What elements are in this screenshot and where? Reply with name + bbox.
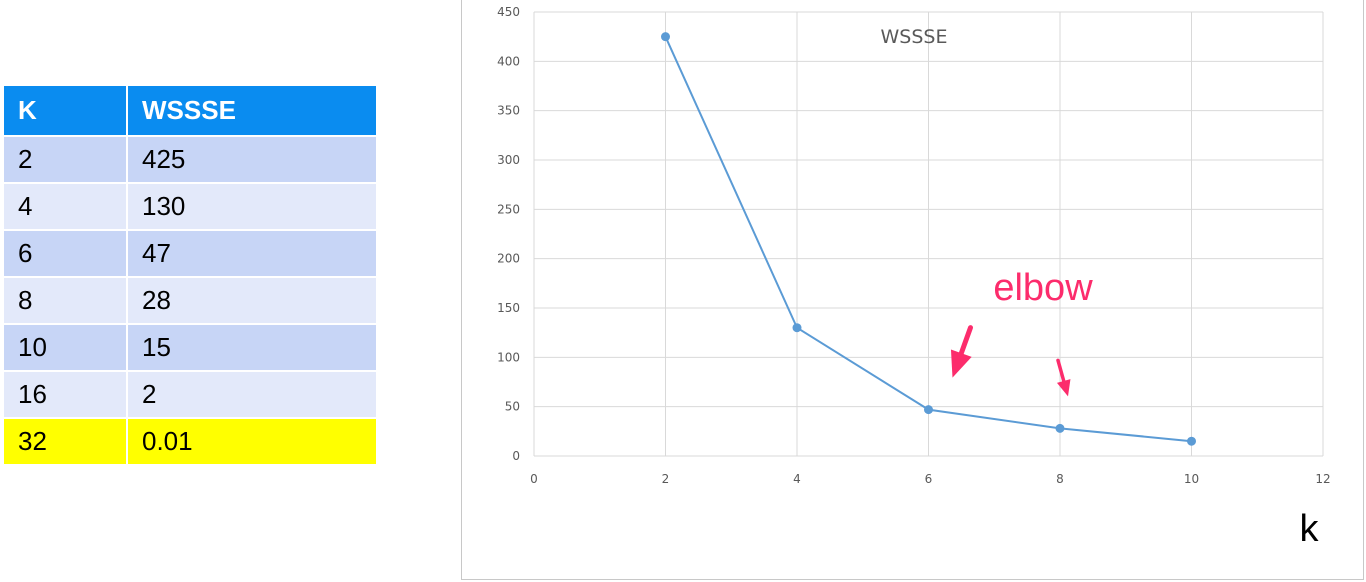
chart-title: WSSSE: [881, 26, 948, 48]
cell-wssse: 2: [126, 370, 378, 419]
table-row: 8 28: [2, 276, 378, 325]
table-row: 2 425: [2, 135, 378, 184]
table-header-row: K WSSSE: [2, 84, 378, 137]
x-tick-label: 0: [530, 472, 538, 486]
wssse-line-chart: 0 50 100 150 200 250 300 350 400 450 0 2 4 6 8 10 12 WSS…: [497, 5, 1331, 550]
tick-labels: 0 50 100 150 200 250 300 350 400 450 0 2 4 6 8 10 12: [497, 5, 1331, 486]
cell-k: 16: [2, 370, 128, 419]
annotation-arrow-shaft: [1056, 358, 1066, 383]
cell-wssse: 425: [126, 135, 378, 184]
x-axis-title: k: [1300, 508, 1320, 550]
cell-k: 32: [2, 417, 128, 466]
y-tick-label: 50: [505, 400, 520, 414]
data-point: [924, 405, 933, 415]
table-row: 10 15: [2, 323, 378, 372]
x-tick-label: 10: [1184, 472, 1199, 486]
cell-wssse: 130: [126, 182, 378, 231]
cell-wssse: 47: [126, 229, 378, 278]
elbow-annotation: elbow: [993, 267, 1093, 309]
table-row-highlighted: 32 0.01: [2, 417, 378, 466]
wssse-table: K WSSSE 2 425 4 130 6 47 8 28 10 15 16 2: [2, 84, 378, 466]
cell-k: 2: [2, 135, 128, 184]
annotation-arrow-shaft: [958, 325, 973, 356]
y-tick-label: 150: [497, 301, 520, 315]
cell-k: 4: [2, 182, 128, 231]
grid-lines: [533, 11, 1324, 457]
y-tick-label: 0: [512, 449, 520, 463]
y-tick-label: 250: [497, 202, 520, 216]
y-tick-label: 300: [497, 153, 520, 167]
y-tick-label: 400: [497, 54, 520, 68]
x-tick-label: 12: [1315, 472, 1330, 486]
y-tick-label: 100: [497, 350, 520, 364]
cell-wssse: 15: [126, 323, 378, 372]
data-point: [792, 323, 802, 333]
table-row: 6 47: [2, 229, 378, 278]
data-point: [1055, 423, 1065, 433]
table-row: 4 130: [2, 182, 378, 231]
table-row: 16 2: [2, 370, 378, 419]
header-k: K: [2, 84, 128, 137]
series-layer: [661, 32, 1196, 446]
y-tick-label: 450: [497, 5, 520, 19]
header-wssse: WSSSE: [126, 84, 378, 137]
chart-frame: 0 50 100 150 200 250 300 350 400 450 0 2 4 6 8 10 12 WSS…: [461, 0, 1364, 580]
y-tick-label: 200: [497, 252, 520, 266]
cell-k: 6: [2, 229, 128, 278]
cell-wssse: 0.01: [126, 417, 378, 466]
annotation-arrows: [950, 325, 1071, 397]
cell-k: 8: [2, 276, 128, 325]
y-tick-label: 350: [497, 104, 520, 118]
data-point: [661, 32, 670, 42]
annotation-arrow-head: [1056, 379, 1071, 397]
data-point: [1187, 436, 1196, 446]
cell-k: 10: [2, 323, 128, 372]
cell-wssse: 28: [126, 276, 378, 325]
x-tick-label: 4: [793, 472, 801, 486]
annotation-arrow-head: [950, 349, 972, 378]
x-tick-label: 6: [925, 472, 933, 486]
x-tick-label: 8: [1056, 472, 1064, 486]
x-tick-label: 2: [662, 472, 670, 486]
